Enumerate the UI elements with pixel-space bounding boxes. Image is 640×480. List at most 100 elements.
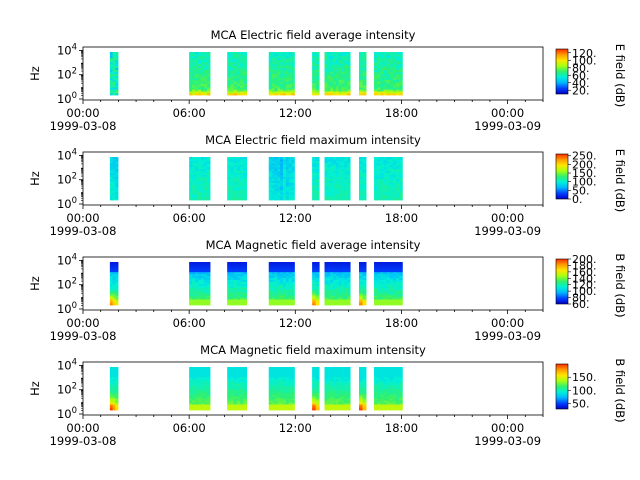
spectrogram-cell xyxy=(315,158,320,162)
spectrogram-cell xyxy=(291,267,295,271)
spectrogram-cell xyxy=(243,275,248,279)
spectrogram-cell xyxy=(230,180,235,183)
spectrogram-cell xyxy=(396,81,400,84)
spectrogram-cell xyxy=(115,160,119,164)
spectrogram-cell xyxy=(383,398,388,401)
spectrogram-cell xyxy=(207,367,211,370)
spectrogram-cell xyxy=(240,267,244,271)
spectrogram-cell xyxy=(338,283,342,286)
spectrogram-cell xyxy=(236,81,241,84)
spectrogram-cell xyxy=(396,400,400,403)
spectrogram-cell xyxy=(227,85,231,88)
spectrogram-cell xyxy=(233,287,238,290)
spectrogram-cell xyxy=(115,65,119,69)
spectrogram-cell xyxy=(389,91,394,94)
spectrogram-cell xyxy=(362,293,367,296)
spectrogram-cell xyxy=(280,170,284,174)
spectrogram-cell xyxy=(347,404,351,407)
spectrogram-cell xyxy=(386,83,391,86)
spectrogram-cell xyxy=(240,65,244,69)
spectrogram-cell xyxy=(285,400,290,403)
spectrogram-cell xyxy=(359,291,363,294)
spectrogram-cell xyxy=(280,63,284,67)
spectrogram-cell xyxy=(115,164,119,168)
spectrogram-cell xyxy=(324,172,328,175)
spectrogram-cell xyxy=(285,174,290,177)
spectrogram-cell xyxy=(207,166,211,170)
spectrogram-cell xyxy=(386,380,391,384)
spectrogram-cell xyxy=(335,372,340,376)
spectrogram-cell xyxy=(383,265,388,269)
spectrogram-cell xyxy=(198,404,202,407)
spectrogram-cell xyxy=(236,289,241,292)
spectrogram-cell xyxy=(283,380,287,384)
spectrogram-cell xyxy=(268,408,273,411)
spectrogram-cell xyxy=(380,162,384,166)
spectrogram-cell xyxy=(291,160,295,164)
spectrogram-cell xyxy=(240,285,244,288)
spectrogram-cell xyxy=(189,269,193,273)
spectrogram-cell xyxy=(112,53,116,57)
spectrogram-cell xyxy=(327,83,331,86)
data-block xyxy=(359,367,367,411)
spectrogram-cell xyxy=(189,192,193,195)
spectrogram-cell xyxy=(327,376,331,380)
spectrogram-cell xyxy=(233,194,238,197)
spectrogram-cell xyxy=(271,275,275,279)
x-tick-label: 06:00 xyxy=(173,106,206,120)
spectrogram-cell xyxy=(399,408,403,411)
spectrogram-cell xyxy=(204,91,208,94)
spectrogram-cell xyxy=(315,291,320,294)
spectrogram-cell xyxy=(377,180,381,183)
spectrogram-cell xyxy=(383,299,388,302)
spectrogram-cell xyxy=(312,291,317,294)
spectrogram-cell xyxy=(377,182,381,185)
spectrogram-cell xyxy=(204,87,208,90)
spectrogram-cell xyxy=(230,285,235,288)
spectrogram-cell xyxy=(399,368,403,372)
spectrogram-cell xyxy=(330,267,334,271)
spectrogram-cell xyxy=(233,93,238,96)
spectrogram-cell xyxy=(233,184,238,187)
spectrogram-cell xyxy=(315,368,320,372)
spectrogram-cell xyxy=(392,194,397,197)
spectrogram-cell xyxy=(362,190,367,193)
spectrogram-cell xyxy=(330,93,334,96)
spectrogram-cell xyxy=(271,404,275,407)
spectrogram-cell xyxy=(109,283,113,286)
spectrogram-cell xyxy=(338,164,342,168)
spectrogram-cell xyxy=(324,402,328,405)
spectrogram-cell xyxy=(274,378,278,382)
spectrogram-cell xyxy=(389,160,394,164)
spectrogram-cell xyxy=(109,289,113,292)
spectrogram-cell xyxy=(383,184,388,187)
spectrogram-cell xyxy=(109,59,113,63)
spectrogram-cell xyxy=(312,196,317,199)
spectrogram-cell xyxy=(344,71,348,74)
data-block xyxy=(189,52,211,96)
spectrogram-cell xyxy=(341,386,345,389)
spectrogram-cell xyxy=(396,303,400,306)
spectrogram-cell xyxy=(192,408,196,411)
spectrogram-cell xyxy=(280,61,284,65)
spectrogram-cell xyxy=(399,277,403,280)
spectrogram-cell xyxy=(280,263,284,267)
spectrogram-cell xyxy=(230,157,235,160)
spectrogram-cell xyxy=(207,164,211,168)
spectrogram-cell xyxy=(347,372,351,376)
spectrogram-cell xyxy=(207,178,211,181)
spectrogram-cell xyxy=(347,390,351,393)
spectrogram-cell xyxy=(280,178,284,181)
spectrogram-cell xyxy=(271,188,275,191)
spectrogram-cell xyxy=(327,402,331,405)
spectrogram-cell xyxy=(207,263,211,267)
spectrogram-cell xyxy=(195,188,199,191)
spectrogram-cell xyxy=(288,57,292,61)
spectrogram-cell xyxy=(192,370,196,374)
spectrogram-cell xyxy=(396,263,400,267)
spectrogram-cell xyxy=(312,374,317,378)
spectrogram-cell xyxy=(344,404,348,407)
spectrogram-cell xyxy=(195,73,199,76)
spectrogram-cell xyxy=(109,67,113,70)
spectrogram-cell xyxy=(312,372,317,376)
